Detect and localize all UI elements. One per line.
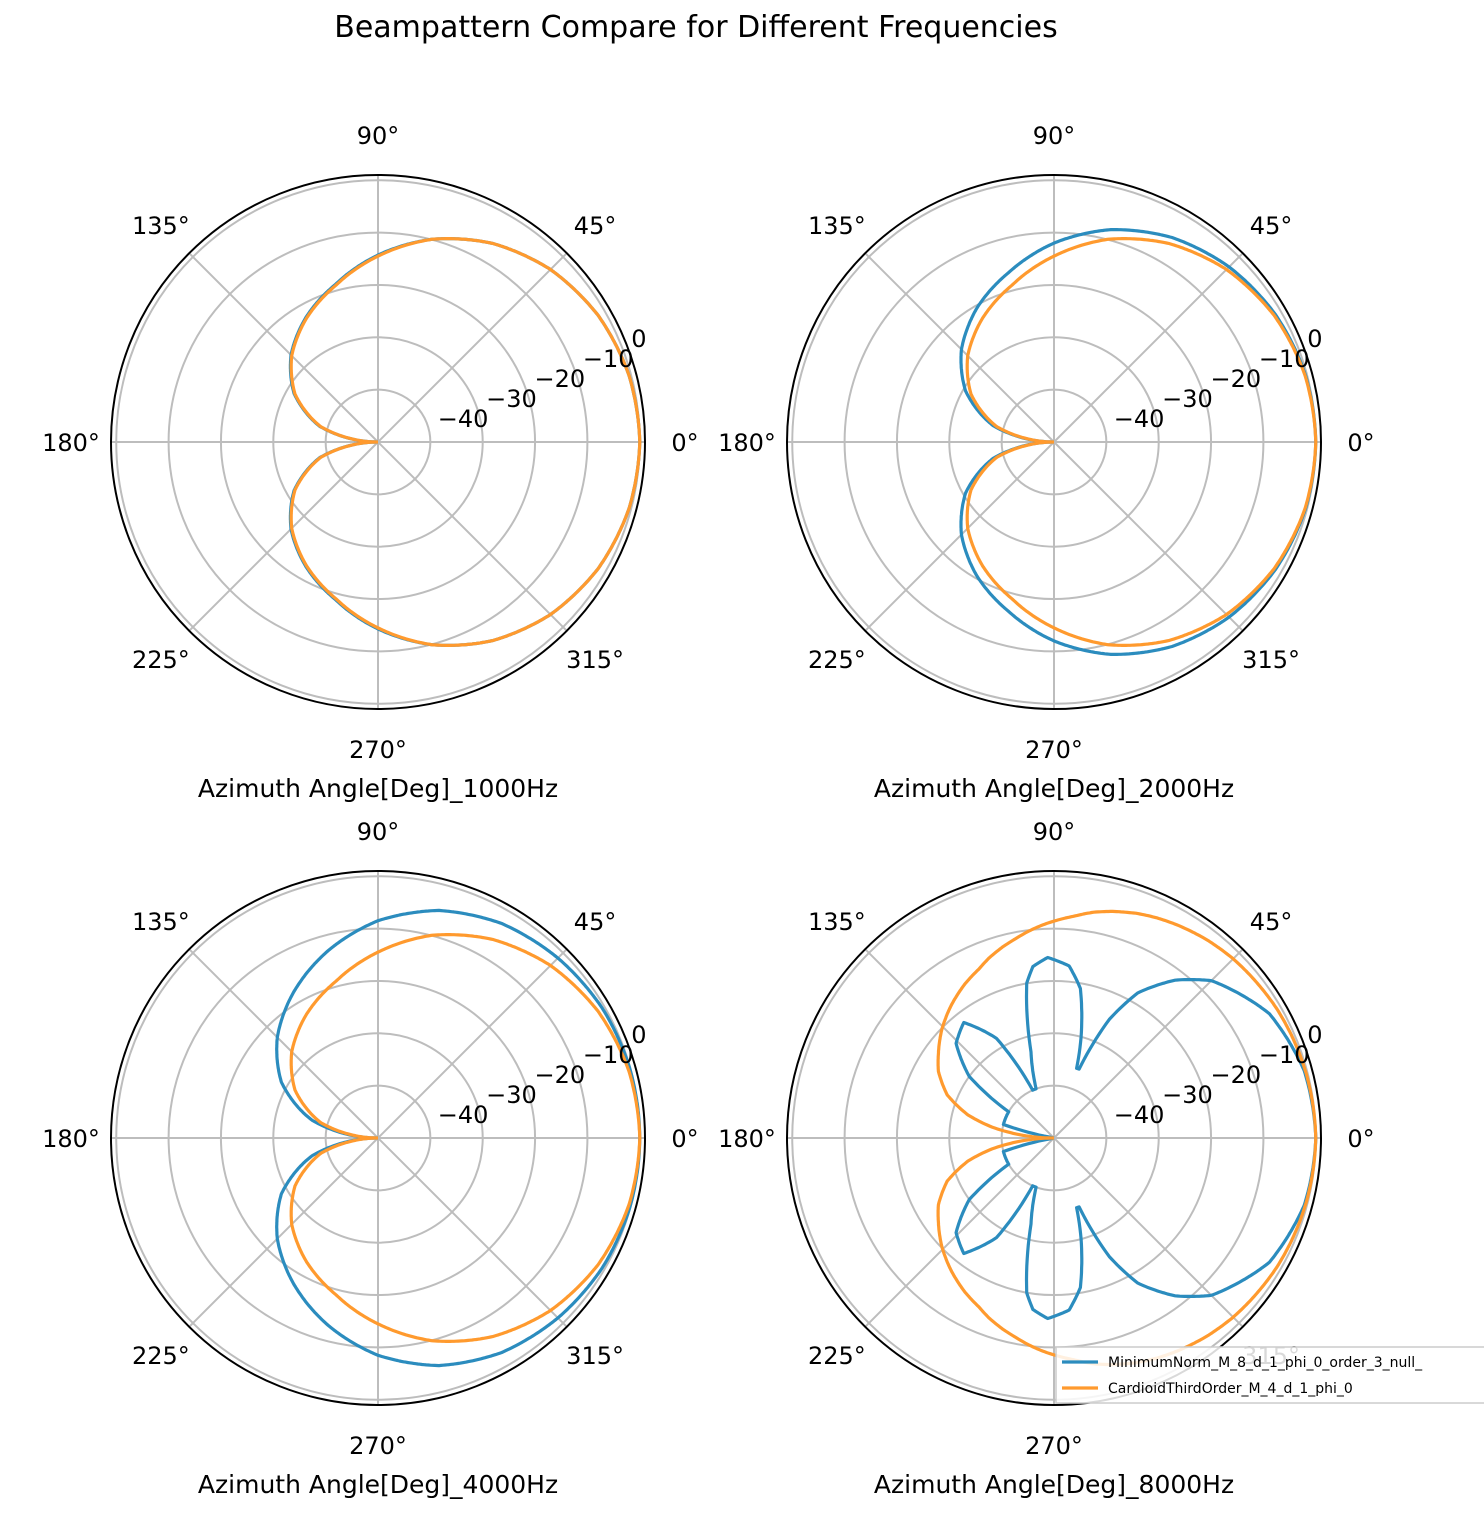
theta-tick-label: 315°: [566, 646, 624, 674]
theta-tick-label: 0°: [1347, 429, 1374, 457]
angular-gridline: [864, 441, 1055, 632]
theta-tick-label: 90°: [357, 818, 400, 846]
theta-tick-label: 315°: [566, 1342, 624, 1370]
r-tick-label: −40: [438, 1101, 489, 1129]
angular-gridline: [377, 948, 568, 1139]
legend: MinimumNorm_M_8_d_1_phi_0_order_3_null_ C…: [1055, 1346, 1484, 1404]
theta-tick-label: 225°: [132, 646, 190, 674]
theta-tick-label: 180°: [718, 1125, 776, 1153]
legend-entry: CardioidThirdOrder_M_4_d_1_phi_0: [1108, 1381, 1353, 1397]
r-tick-label: 0: [631, 325, 646, 353]
legend-frame: [1055, 1346, 1484, 1404]
polar-spine: [786, 174, 1322, 710]
polar-subplot-4: 0°45°90°135°180°225°270°315°−40−30−20−10…: [718, 818, 1375, 1499]
r-tick-label: −30: [486, 385, 537, 413]
axis-label: Azimuth Angle[Deg]_2000Hz: [874, 774, 1234, 803]
r-tick-label: −40: [1114, 405, 1165, 433]
r-tick-label: −40: [438, 405, 489, 433]
series-line-2: [289, 932, 642, 1344]
angular-gridline: [1053, 1137, 1244, 1328]
theta-tick-label: 225°: [808, 1342, 866, 1370]
angular-gridline: [188, 252, 379, 443]
axis-label: Azimuth Angle[Deg]_8000Hz: [874, 1470, 1234, 1499]
angular-gridline: [188, 441, 379, 632]
theta-tick-label: 45°: [1250, 212, 1293, 240]
angular-gridline: [864, 252, 1055, 443]
theta-tick-label: 135°: [808, 212, 866, 240]
angular-gridline: [377, 441, 568, 632]
theta-tick-label: 225°: [808, 646, 866, 674]
theta-tick-label: 315°: [1242, 646, 1300, 674]
series-line-2: [965, 237, 1318, 648]
theta-tick-label: 225°: [132, 1342, 190, 1370]
polar-subplot-1: 0° 45° 90° 135° 180° 225° 270° 315° −40−30−20−10…: [42, 122, 699, 803]
axis-label: Azimuth Angle[Deg]_1000Hz: [198, 774, 558, 803]
theta-tick-label: 270°: [1025, 736, 1083, 764]
polar-subplot-3: 0° 45° 90° 135° 180° 225° 270° 315° −40−30−20−10…: [42, 818, 699, 1499]
theta-tick-label: 0°: [1347, 1125, 1374, 1153]
angular-gridline: [188, 948, 379, 1139]
theta-tick-label: 45°: [1250, 908, 1293, 936]
theta-tick-label: 270°: [349, 1432, 407, 1460]
r-tick-label: −20: [534, 365, 585, 393]
r-tick-label: −10: [1259, 1041, 1310, 1069]
angular-gridline: [1053, 441, 1244, 632]
theta-tick-label: 135°: [808, 908, 866, 936]
theta-tick-label: 180°: [42, 429, 100, 457]
theta-tick-label: 45°: [574, 908, 617, 936]
theta-tick-label: 270°: [349, 736, 407, 764]
r-tick-label: 0: [631, 1021, 646, 1049]
r-tick-label: −10: [583, 345, 634, 373]
angular-gridline: [377, 252, 568, 443]
r-tick-label: −30: [486, 1081, 537, 1109]
polar-spine: [786, 870, 1322, 1406]
polar-subplot-2: 0° 45° 90° 135° 180° 225° 270° 315° −40−30−20−10…: [718, 122, 1375, 803]
theta-tick-label: 90°: [1033, 122, 1076, 150]
r-tick-label: −20: [1210, 1061, 1261, 1089]
r-tick-label: −10: [1259, 345, 1310, 373]
angular-gridline: [864, 1137, 1055, 1328]
theta-tick-label: 0°: [671, 1125, 698, 1153]
polar-spine: [110, 870, 646, 1406]
angular-gridline: [1053, 252, 1244, 443]
angular-gridline: [188, 1137, 379, 1328]
axis-label: Azimuth Angle[Deg]_4000Hz: [198, 1470, 558, 1499]
r-tick-label: 0: [1307, 1021, 1322, 1049]
r-tick-label: −10: [583, 1041, 634, 1069]
r-tick-label: −30: [1162, 385, 1213, 413]
angular-gridline: [864, 948, 1055, 1139]
theta-tick-label: 135°: [132, 212, 190, 240]
theta-tick-label: 180°: [42, 1125, 100, 1153]
theta-tick-label: 90°: [357, 122, 400, 150]
theta-tick-label: 90°: [1033, 818, 1076, 846]
theta-tick-label: 180°: [718, 429, 776, 457]
theta-tick-label: 0°: [671, 429, 698, 457]
r-tick-label: −30: [1162, 1081, 1213, 1109]
theta-tick-label: 45°: [574, 212, 617, 240]
series-line-2: [289, 237, 642, 648]
r-tick-label: −40: [1114, 1101, 1165, 1129]
series-line-2: [936, 909, 1318, 1367]
polar-spine: [110, 174, 646, 710]
r-tick-label: −20: [1210, 365, 1261, 393]
r-tick-label: 0: [1307, 325, 1322, 353]
angular-gridline: [377, 1137, 568, 1328]
theta-tick-label: 135°: [132, 908, 190, 936]
legend-entry: MinimumNorm_M_8_d_1_phi_0_order_3_null_: [1108, 1355, 1423, 1371]
r-tick-label: −20: [534, 1061, 585, 1089]
chart-title: Beampattern Compare for Different Freque…: [334, 10, 1058, 45]
theta-tick-label: 270°: [1025, 1432, 1083, 1460]
